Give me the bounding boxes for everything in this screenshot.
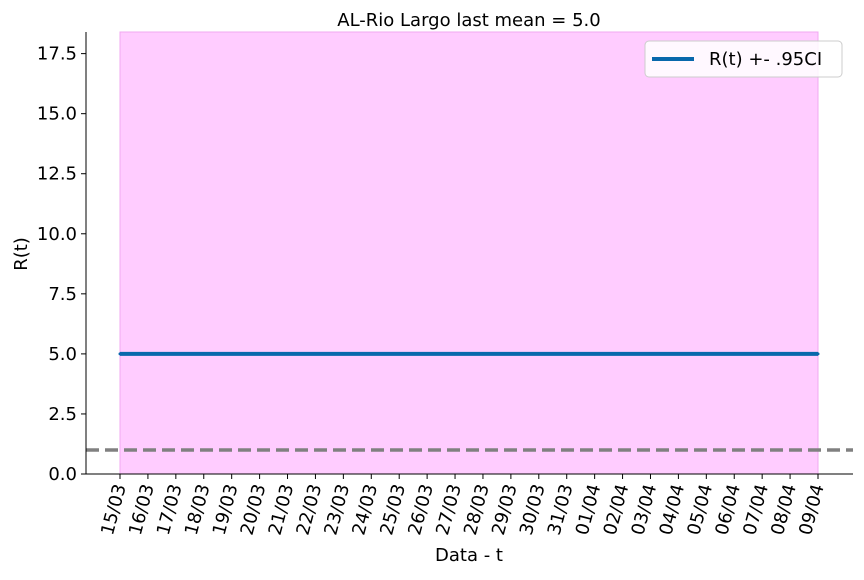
y-tick-label: 2.5: [48, 404, 77, 425]
x-axis-label: Data - t: [435, 545, 503, 566]
data-point: [732, 352, 736, 356]
data-point: [369, 352, 373, 356]
data-point: [286, 352, 290, 356]
y-tick-label: 5.0: [48, 344, 77, 365]
y-tick-label: 7.5: [48, 284, 77, 305]
data-point: [565, 352, 569, 356]
data-point: [593, 352, 597, 356]
y-tick-label: 12.5: [37, 164, 77, 185]
data-point: [509, 352, 513, 356]
legend-box: [644, 40, 843, 78]
data-point: [313, 352, 317, 356]
data-point: [397, 352, 401, 356]
chart-title: AL-Rio Largo last mean = 5.0: [337, 10, 600, 31]
y-tick-label: 17.5: [37, 44, 77, 65]
data-point: [453, 352, 457, 356]
x-tick-label: 09/04: [795, 482, 829, 538]
y-axis-label: R(t): [11, 237, 32, 271]
data-point: [230, 352, 234, 356]
data-point: [118, 352, 122, 356]
data-point: [816, 352, 820, 356]
y-tick-label: 10.0: [37, 224, 77, 245]
legend: R(t) +- .95CI: [644, 40, 843, 78]
axes: 0.02.55.07.510.012.515.017.515/0316/0317…: [37, 32, 853, 537]
data-point: [174, 352, 178, 356]
data-point: [202, 352, 206, 356]
data-point: [425, 352, 429, 356]
data-point: [648, 352, 652, 356]
y-tick-label: 15.0: [37, 104, 77, 125]
data-point: [760, 352, 764, 356]
plot-area: [86, 31, 853, 475]
data-point: [258, 352, 262, 356]
data-point: [481, 352, 485, 356]
data-point: [341, 352, 345, 356]
data-point: [146, 352, 150, 356]
confidence-band: [119, 31, 819, 475]
legend-label: R(t) +- .95CI: [709, 49, 822, 70]
data-point: [537, 352, 541, 356]
data-point: [788, 352, 792, 356]
y-tick-label: 0.0: [48, 464, 77, 485]
data-point: [676, 352, 680, 356]
data-point: [621, 352, 625, 356]
data-point: [704, 352, 708, 356]
